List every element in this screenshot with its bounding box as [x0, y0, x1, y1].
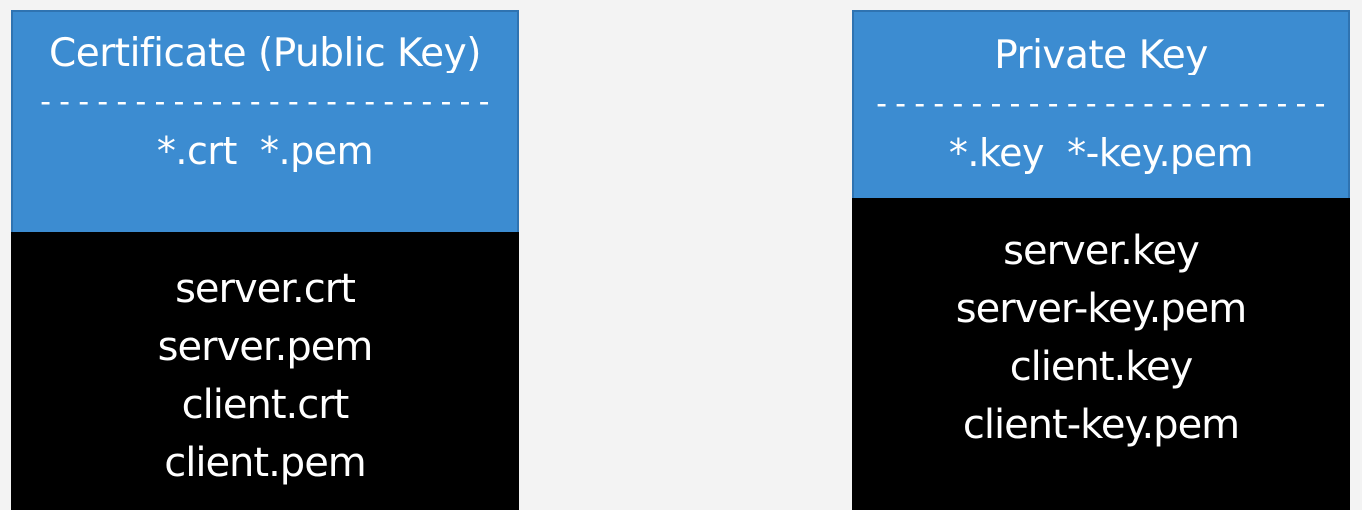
certificate-file-item: client.pem — [164, 440, 367, 486]
certificate-header: Certificate (Public Key) ---------------… — [11, 10, 519, 232]
private-key-header: Private Key ------------------------ *.k… — [852, 10, 1350, 198]
private-key-title: Private Key — [994, 33, 1208, 75]
private-key-file-item: server.key — [1003, 228, 1200, 274]
certificate-file-item: server.crt — [175, 266, 356, 312]
private-key-extensions: *.key *-key.pem — [948, 131, 1254, 175]
certificate-extensions: *.crt *.pem — [156, 129, 374, 173]
private-key-divider: ------------------------ — [872, 89, 1330, 120]
certificate-panel: Certificate (Public Key) ---------------… — [11, 10, 519, 510]
certificate-title: Certificate (Public Key) — [49, 31, 481, 73]
private-key-file-item: client-key.pem — [962, 402, 1240, 448]
certificate-file-item: server.pem — [157, 324, 374, 370]
private-key-file-item: client.key — [1009, 344, 1194, 390]
certificate-file-item: client.crt — [181, 382, 350, 428]
certificate-file-list: server.crt server.pem client.crt client.… — [11, 232, 519, 510]
private-key-file-list: server.key server-key.pem client.key cli… — [852, 198, 1350, 510]
certificate-divider: ------------------------ — [36, 87, 494, 118]
private-key-panel: Private Key ------------------------ *.k… — [852, 10, 1350, 510]
private-key-file-item: server-key.pem — [955, 286, 1248, 332]
